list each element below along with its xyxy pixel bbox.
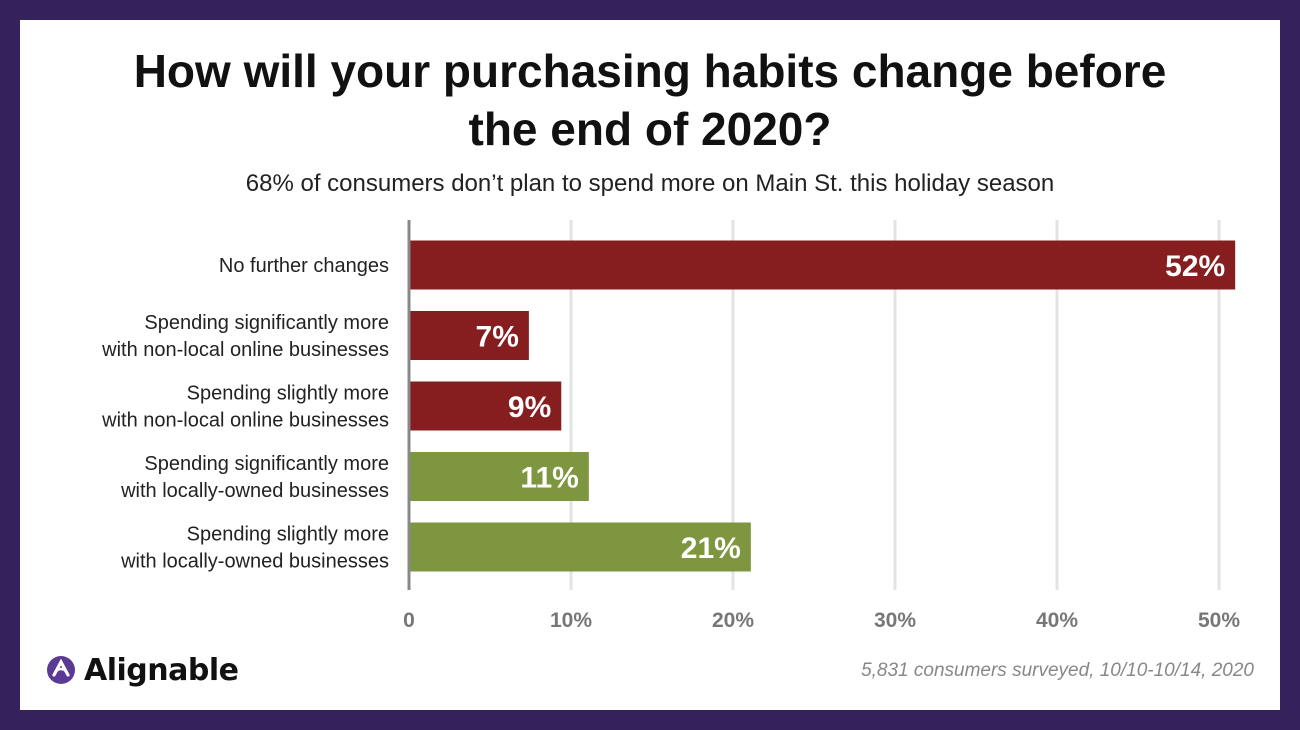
category-label: Spending significantly more [144, 453, 389, 475]
x-tick-label: 0 [403, 609, 415, 632]
x-tick-label: 20% [712, 609, 754, 632]
x-tick-label: 50% [1198, 609, 1240, 632]
bar-value-label: 9% [508, 391, 551, 424]
category-label: No further changes [219, 255, 389, 277]
chart-card: How will your purchasing habits change b… [20, 20, 1280, 710]
chart-subtitle: 68% of consumers don’t plan to spend mor… [245, 170, 1055, 197]
category-label: with locally-owned businesses [120, 480, 389, 502]
category-label: with non-local online businesses [101, 339, 389, 361]
chart-title-line-1: How will your purchasing habits change b… [133, 45, 1167, 97]
bar [409, 381, 562, 431]
x-tick-label: 30% [874, 609, 916, 632]
x-tick-label: 40% [1036, 609, 1078, 632]
bar-value-label: 52% [1165, 250, 1225, 283]
chart-title-line-2: the end of 2020? [468, 103, 832, 155]
survey-footnote: 5,831 consumers surveyed, 10/10-10/14, 2… [861, 660, 1254, 681]
category-label: with locally-owned businesses [120, 551, 389, 573]
bar-value-label: 21% [681, 532, 741, 565]
alignable-logo-text: Alignable [84, 652, 239, 688]
category-label: Spending slightly more [187, 524, 389, 546]
category-label: with non-local online businesses [101, 410, 389, 432]
bar-value-label: 11% [520, 462, 578, 495]
bar [409, 311, 529, 360]
bar-value-label: 7% [476, 321, 519, 354]
category-label: Spending significantly more [144, 312, 389, 334]
bar [409, 240, 1236, 290]
bar-chart: 0 10% 20% 30% 40% 50% 52% No further changes 7% S… [101, 220, 1240, 632]
x-tick-label: 10% [550, 609, 592, 632]
alignable-logo: Alignable [46, 650, 239, 690]
alignable-logo-icon [47, 656, 75, 684]
category-label: Spending slightly more [187, 383, 389, 405]
bar [409, 522, 751, 572]
bar [409, 452, 589, 501]
chart-title: How will your purchasing habits change b… [20, 42, 1280, 158]
